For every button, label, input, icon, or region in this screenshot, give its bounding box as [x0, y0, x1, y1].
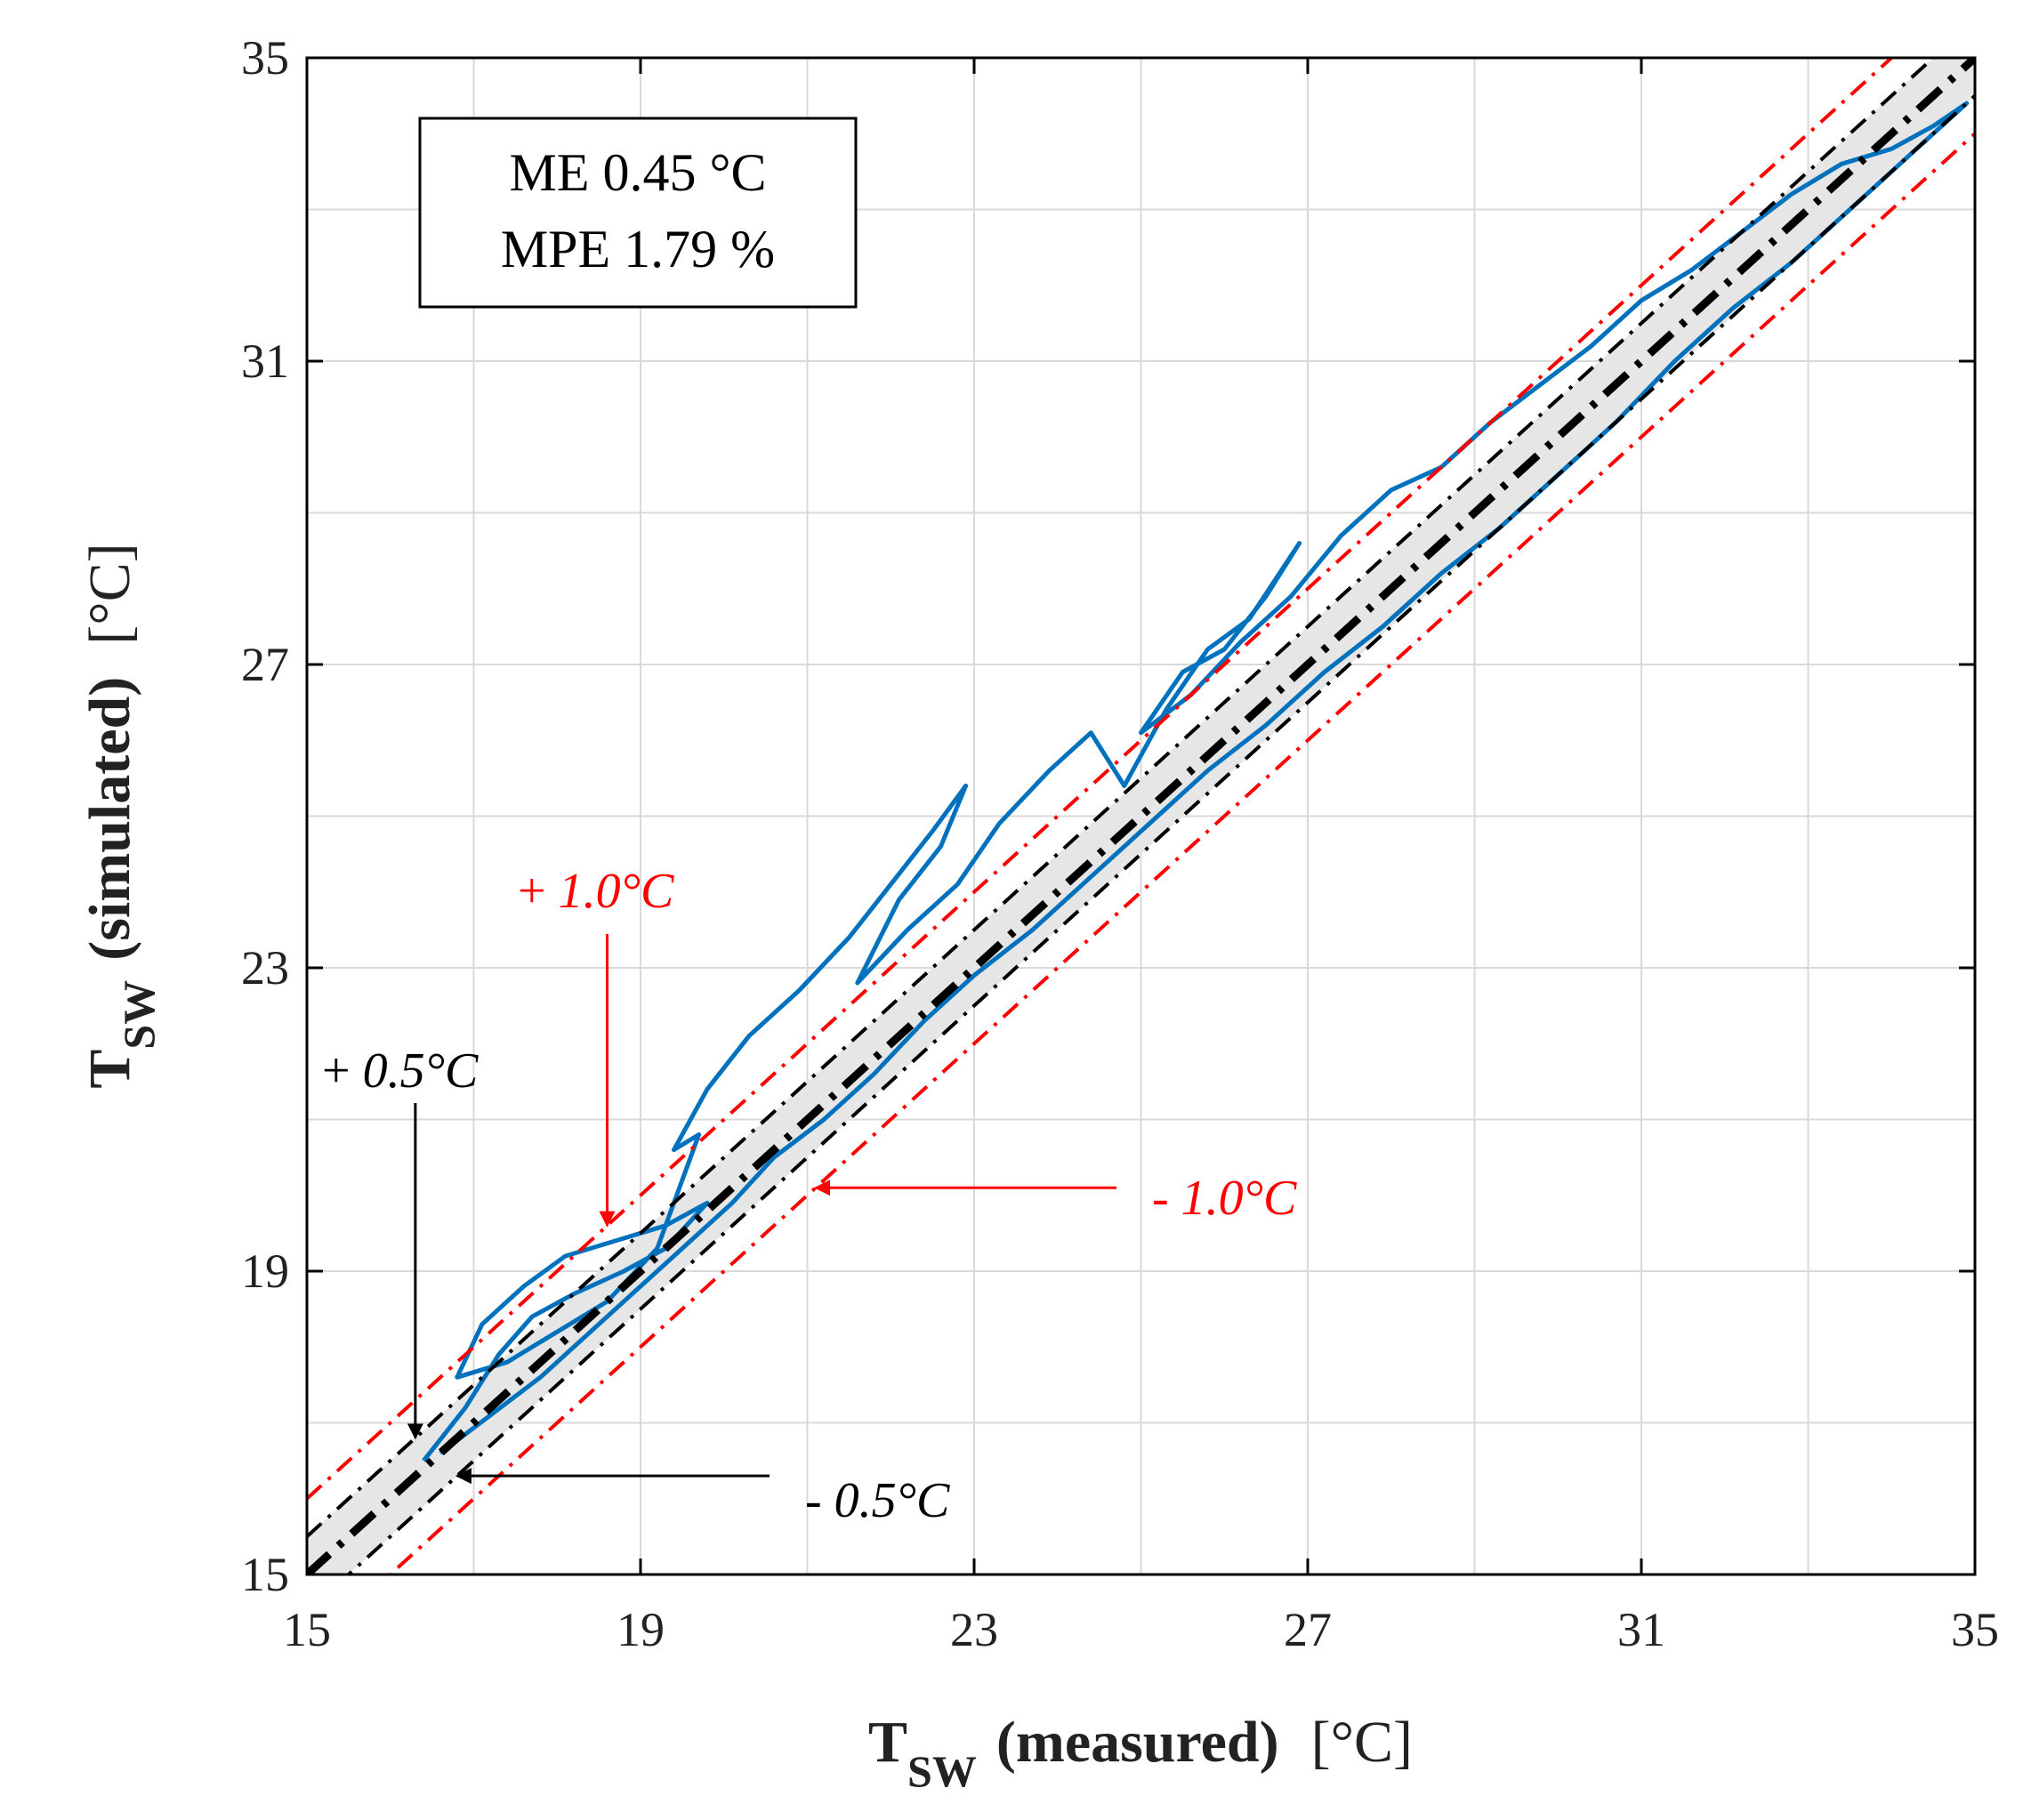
x-tick-label: 35 — [1951, 1603, 1999, 1656]
reference-line-minus-1.0 — [387, 132, 1975, 1574]
x-axis-title-qualifier: (measured) — [996, 1710, 1279, 1775]
y-axis-title-sub: SW — [114, 980, 164, 1050]
x-tick-label: 23 — [950, 1603, 998, 1656]
annotation-plus-1-0-label: + 1.0°C — [518, 864, 674, 919]
stats-box-frame — [418, 117, 858, 309]
annotation-minus-1-0-label: - 1.0°C — [1152, 1171, 1297, 1226]
annotation-minus-0-5: - 0.5°C — [455, 1468, 950, 1528]
plot-frame — [305, 56, 1977, 1576]
y-tick-label: 15 — [241, 1548, 289, 1601]
annotation-minus-1-0-value: 1.0°C — [1181, 1171, 1297, 1226]
annotation-minus-0-5-prefix: - — [805, 1473, 834, 1528]
annotation-plus-1-0: + 1.0°C — [518, 864, 674, 1228]
y-axis-title: TSW (simulated) [°C] — [77, 543, 164, 1088]
reference-line-minus-0.5 — [345, 94, 1975, 1574]
reference-line-identity — [307, 58, 1975, 1574]
x-axis-title-sub: SW — [907, 1746, 977, 1796]
y-axis-title-main: T — [77, 1050, 142, 1089]
stats-mpe: MPE 1.79 % — [501, 220, 775, 278]
stats-box: ME 0.45 °C MPE 1.79 % — [418, 117, 858, 309]
annotation-plus-1-0-prefix: + — [518, 864, 559, 919]
x-tick-label: 19 — [617, 1603, 665, 1656]
y-tick-label: 27 — [241, 638, 289, 691]
annotation-plus-0-5: + 0.5°C — [322, 1043, 479, 1440]
reference-line-plus-0.5 — [307, 58, 1937, 1538]
x-axis-title-main: T — [868, 1710, 907, 1775]
annotations: + 1.0°C - 1.0°C + 0.5°C - 0.5°C — [322, 864, 1297, 1528]
axis-ticks: 15 19 23 27 31 35 15 19 23 27 31 35 — [241, 31, 1999, 1656]
y-tick-label: 23 — [241, 941, 289, 995]
x-axis-title-unit: [°C] — [1311, 1710, 1413, 1775]
annotation-minus-0-5-value: 0.5°C — [834, 1473, 950, 1528]
annotation-plus-0-5-prefix: + — [322, 1043, 363, 1099]
x-tick-label: 15 — [283, 1603, 331, 1656]
y-tick-label: 31 — [241, 334, 289, 388]
annotation-plus-1-0-value: 1.0°C — [559, 864, 674, 919]
annotation-minus-1-0: - 1.0°C — [814, 1171, 1297, 1226]
stats-me: ME 0.45 °C — [509, 143, 766, 202]
y-axis-title-qualifier: (simulated) — [77, 677, 142, 961]
y-tick-label: 19 — [241, 1244, 289, 1298]
y-axis-title-unit: [°C] — [77, 543, 142, 644]
annotation-minus-0-5-label: - 0.5°C — [805, 1473, 950, 1528]
y-tick-label: 35 — [241, 31, 289, 85]
reference-line-plus-1.0 — [307, 58, 1895, 1501]
x-axis-title: TSW (measured) [°C] — [868, 1710, 1413, 1796]
annotation-plus-0-5-label: + 0.5°C — [322, 1043, 479, 1099]
reference-lines — [307, 58, 1975, 1574]
x-tick-label: 31 — [1617, 1603, 1665, 1656]
annotation-plus-0-5-value: 0.5°C — [363, 1043, 479, 1099]
x-tick-label: 27 — [1284, 1603, 1332, 1656]
annotation-minus-1-0-prefix: - — [1152, 1171, 1181, 1226]
